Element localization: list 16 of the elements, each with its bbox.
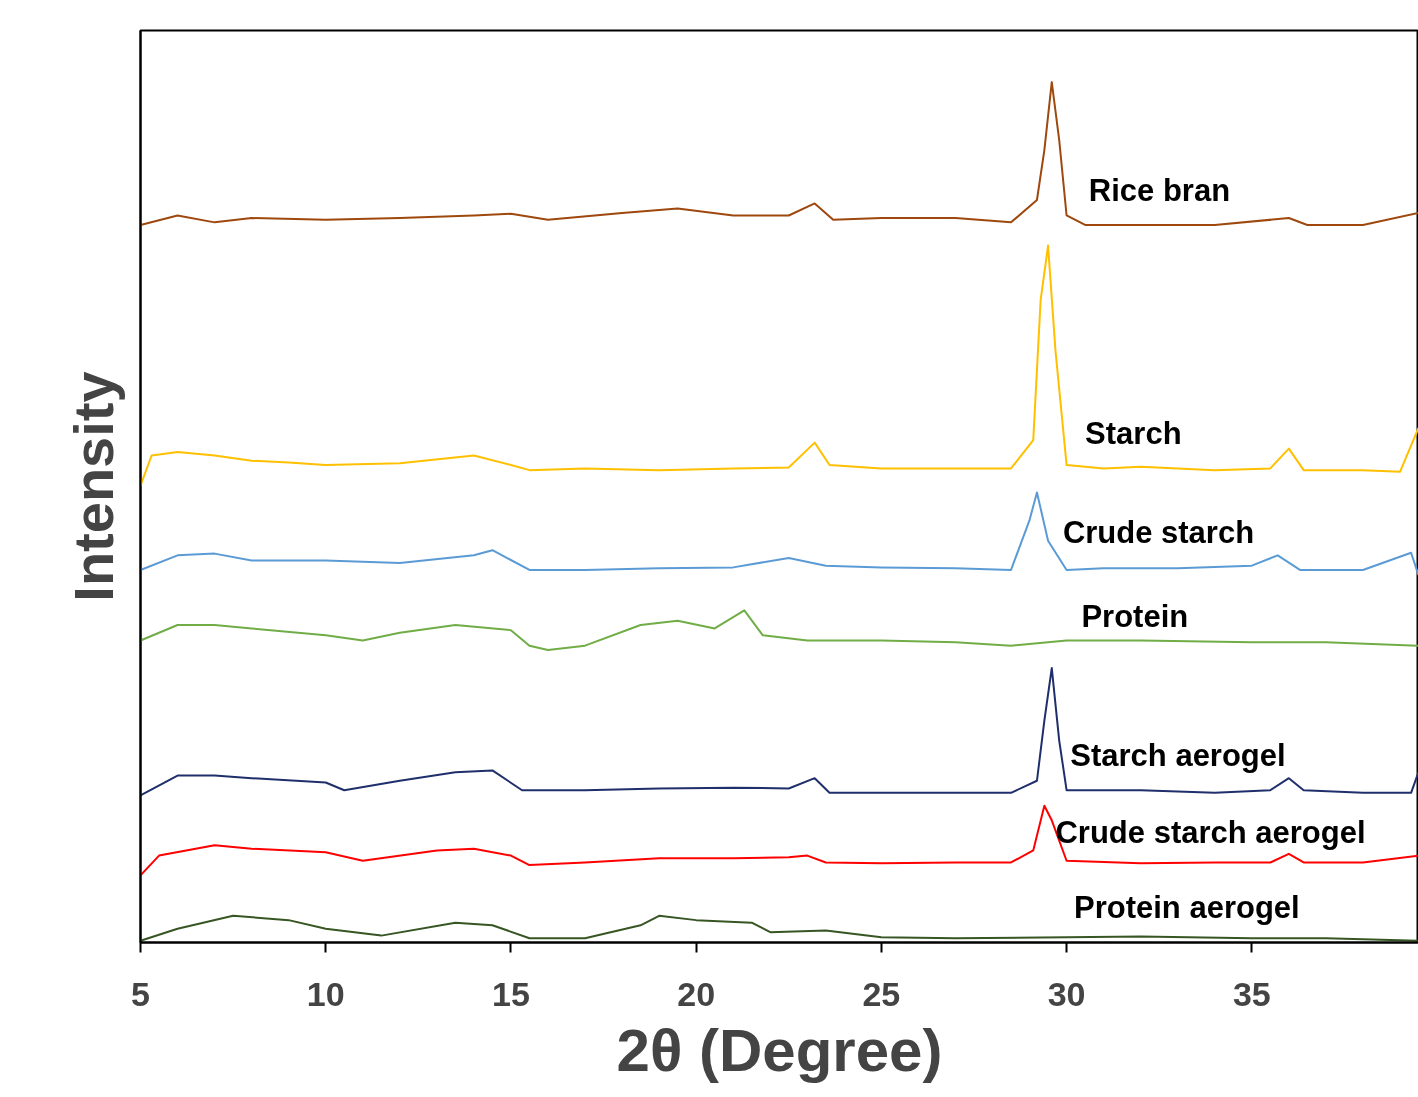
x-axis-title: 2θ (Degree) <box>616 1016 943 1084</box>
x-tick-label: 15 <box>492 974 530 1013</box>
series-label: Rice bran <box>1088 173 1231 209</box>
series-label: Starch aerogel <box>1070 738 1286 774</box>
x-tick-label: 25 <box>862 974 901 1013</box>
series-label: Protein <box>1081 598 1189 634</box>
series-label: Crude starch <box>1062 515 1255 551</box>
x-tick-label: 30 <box>1047 974 1086 1013</box>
x-tick-label: 5 <box>131 974 150 1013</box>
series-label: Protein aerogel <box>1074 889 1300 925</box>
y-axis-title: Intensity <box>61 371 125 602</box>
series-label: Crude starch aerogel <box>1055 814 1366 850</box>
x-tick-label: 10 <box>306 974 345 1013</box>
series-label: Starch <box>1085 415 1182 451</box>
x-tick-label: 20 <box>677 974 716 1013</box>
x-tick-label: 35 <box>1232 974 1271 1013</box>
